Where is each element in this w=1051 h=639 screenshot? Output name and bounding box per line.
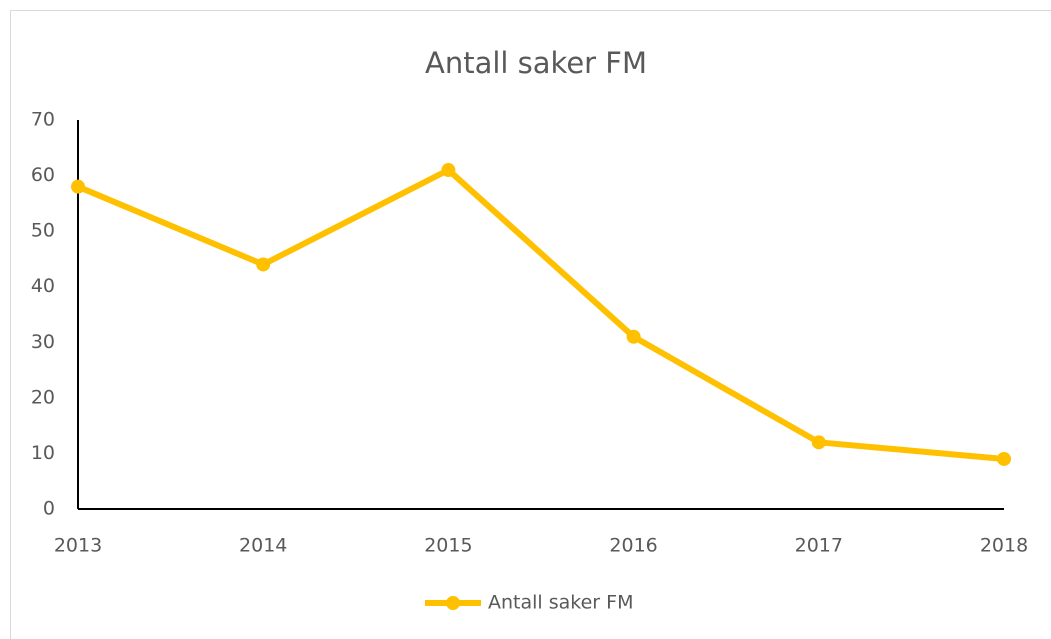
y-tick-label: 50	[31, 220, 55, 242]
y-tick-label: 10	[31, 442, 55, 464]
y-tick-label: 60	[31, 164, 55, 186]
x-tick-label: 2016	[609, 535, 657, 557]
chart-frame	[10, 10, 1051, 639]
data-point	[441, 163, 456, 178]
x-tick-label: 2018	[980, 535, 1028, 557]
legend-marker	[446, 596, 460, 610]
chart-title: Antall saker FM	[425, 46, 647, 80]
data-point	[71, 179, 85, 194]
x-tick-label: 2013	[54, 535, 102, 557]
x-tick-label: 2017	[795, 535, 843, 557]
y-tick-label: 0	[43, 498, 55, 520]
data-point	[626, 329, 641, 344]
data-point	[997, 451, 1011, 466]
x-tick-label: 2015	[424, 535, 472, 557]
y-tick-label: 40	[31, 275, 55, 297]
x-tick-label: 2014	[239, 535, 287, 557]
data-point	[811, 435, 826, 450]
y-tick-label: 30	[31, 331, 55, 353]
y-tick-label: 70	[31, 109, 55, 131]
y-tick-label: 20	[31, 386, 55, 408]
series-line	[75, 167, 1007, 462]
legend-label: Antall saker FM	[488, 592, 633, 614]
data-point	[256, 257, 271, 272]
